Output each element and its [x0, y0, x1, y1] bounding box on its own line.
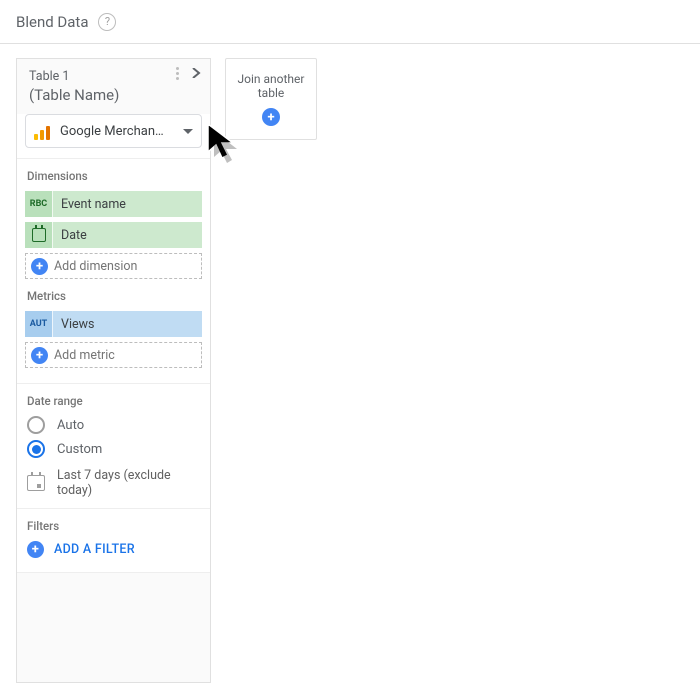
calendar-icon	[32, 228, 46, 242]
filters-heading: Filters	[25, 519, 202, 533]
page-title: Blend Data	[16, 13, 88, 31]
radio-icon	[27, 440, 45, 458]
date-range-value-button[interactable]: Last 7 days (exclude today)	[27, 468, 200, 498]
join-card-label: Join another table	[238, 72, 305, 100]
more-icon[interactable]	[170, 67, 184, 80]
help-icon[interactable]: ?	[98, 13, 116, 31]
dimensions-heading: Dimensions	[25, 169, 202, 183]
datasource-name: Google Merchan…	[60, 124, 175, 139]
card-empty-area	[17, 572, 210, 682]
join-another-table-button[interactable]: Join another table +	[225, 58, 317, 140]
add-filter-button[interactable]: + ADD A FILTER	[27, 541, 200, 558]
page-header: Blend Data ?	[0, 0, 700, 44]
chip-label: Views	[53, 317, 94, 332]
chip-label: Event name	[53, 197, 126, 212]
date-range-auto-option[interactable]: Auto	[27, 416, 200, 434]
calendar-icon	[27, 475, 45, 491]
blend-canvas: Table 1 (Table Name) Google Merchan… Dim…	[0, 44, 700, 697]
analytics-icon	[34, 122, 52, 140]
chip-label: Date	[53, 228, 87, 243]
add-dimension-button[interactable]: + Add dimension	[25, 253, 202, 279]
dimension-chip-date[interactable]: Date	[25, 222, 202, 248]
metric-chip-views[interactable]: AUT Views	[25, 311, 202, 337]
dimension-chip-event-name[interactable]: RBC Event name	[25, 191, 202, 217]
add-filter-label: ADD A FILTER	[54, 542, 135, 557]
add-metric-button[interactable]: + Add metric	[25, 342, 202, 368]
date-range-heading: Date range	[25, 394, 202, 408]
plus-icon: +	[27, 541, 44, 558]
chevron-down-icon	[183, 129, 193, 134]
date-range-section: Date range Auto Custom Last 7 days (excl…	[17, 383, 210, 508]
plus-icon: +	[31, 347, 48, 364]
date-range-custom-option[interactable]: Custom	[27, 440, 200, 458]
plus-icon: +	[262, 108, 280, 126]
table-name-label[interactable]: (Table Name)	[29, 86, 198, 104]
type-badge-number: AUT	[25, 311, 53, 337]
collapse-icon[interactable]	[188, 65, 204, 81]
datasource-select[interactable]: Google Merchan…	[25, 114, 202, 148]
type-badge-text: RBC	[25, 191, 53, 217]
radio-label: Auto	[57, 418, 84, 433]
table-card: Table 1 (Table Name) Google Merchan… Dim…	[16, 58, 211, 683]
date-range-value: Last 7 days (exclude today)	[57, 468, 200, 498]
plus-icon: +	[31, 258, 48, 275]
dimensions-section: Dimensions RBC Event name Date + Add dim…	[17, 158, 210, 383]
add-metric-label: Add metric	[54, 348, 115, 363]
radio-icon	[27, 416, 45, 434]
type-badge-date	[25, 222, 53, 248]
radio-label: Custom	[57, 442, 102, 457]
filters-section: Filters + ADD A FILTER	[17, 508, 210, 572]
metrics-heading: Metrics	[25, 289, 202, 303]
table-card-header: Table 1 (Table Name)	[17, 59, 210, 114]
add-dimension-label: Add dimension	[54, 259, 137, 274]
